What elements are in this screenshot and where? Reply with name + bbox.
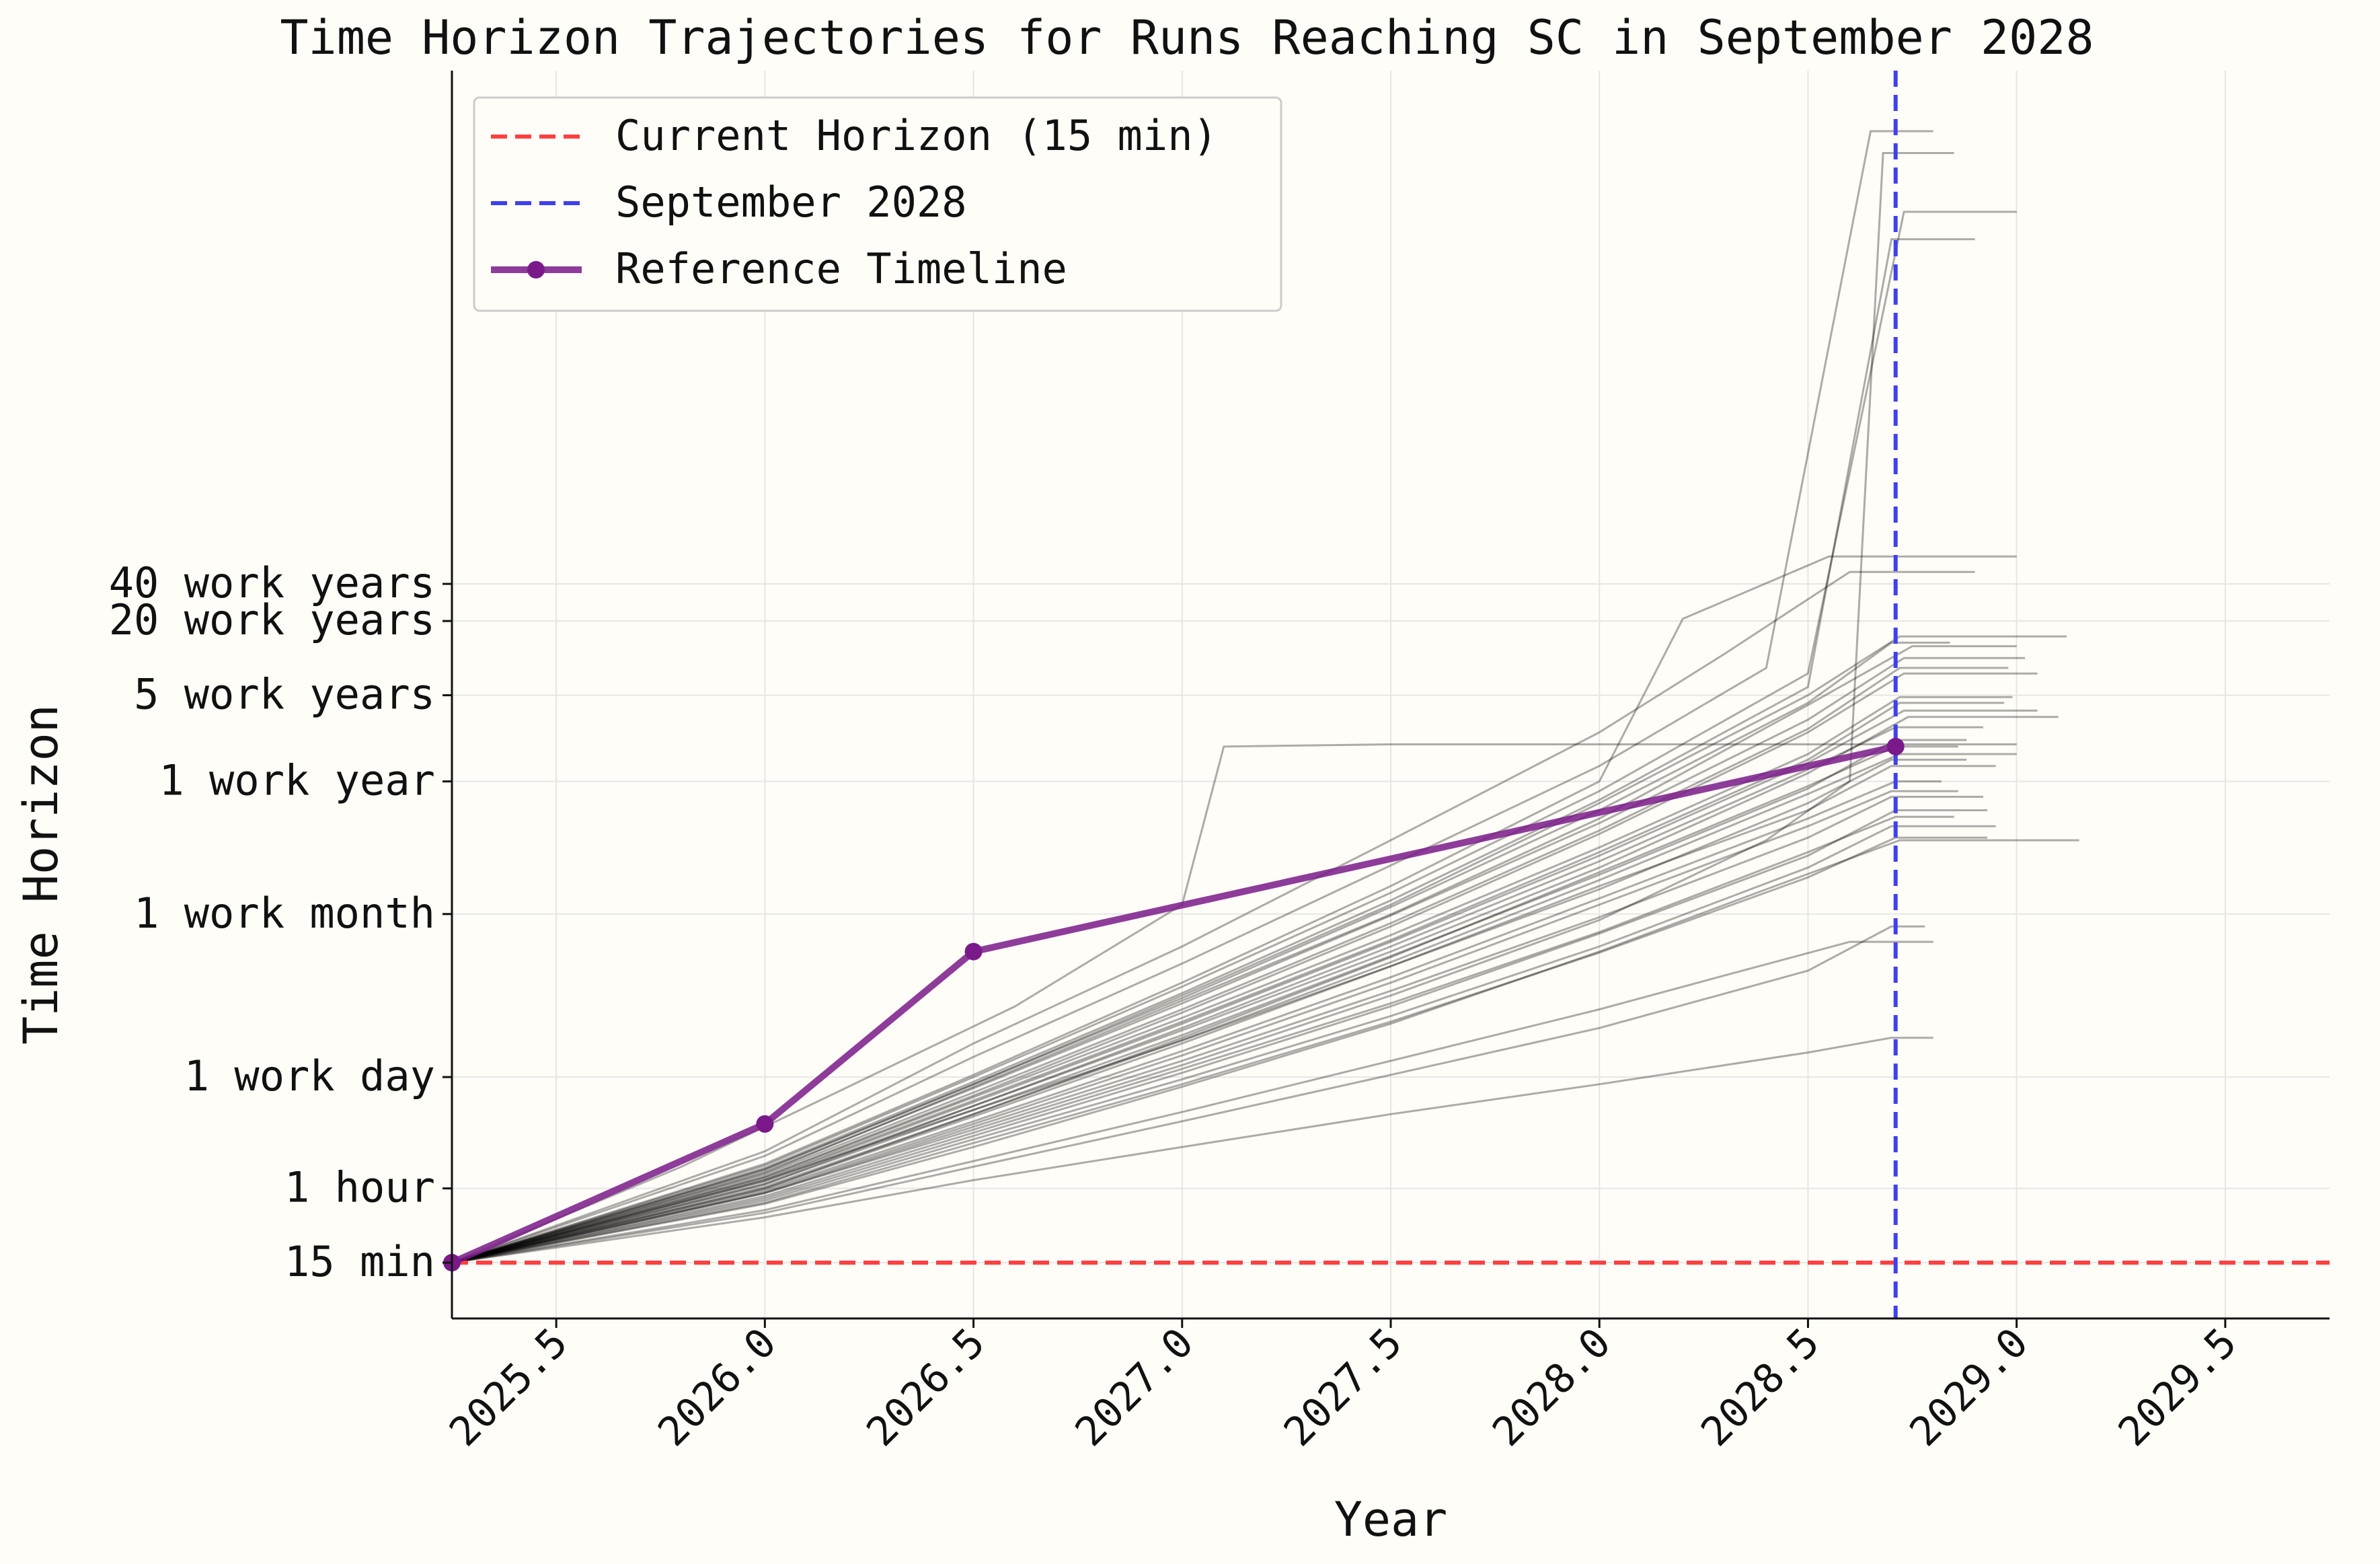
trajectory-line [451, 696, 2013, 1264]
y-tick-label: 1 hour [284, 1163, 435, 1212]
trajectory-line [451, 641, 1950, 1264]
legend-label-september-2028: September 2028 [615, 178, 967, 227]
reference-lines [452, 71, 2330, 1318]
trajectory-line [451, 570, 1975, 1264]
trajectory-line [451, 765, 1996, 1264]
y-tick-label: 15 min [284, 1237, 435, 1286]
legend-marker-reference-timeline [527, 261, 545, 278]
trajectory-line [451, 839, 2079, 1264]
trajectory-line [451, 152, 1954, 1264]
legend-label-current-horizon: Current Horizon (15 min) [615, 111, 1218, 160]
trajectory-line [451, 753, 2017, 1264]
trajectory-line [451, 940, 1933, 1264]
trajectory-line [451, 672, 2038, 1264]
y-axis-label: Time Horizon [13, 704, 69, 1045]
reference-timeline-line [450, 743, 1896, 1266]
y-tick-label: 20 work years [109, 595, 435, 644]
trajectory-line [451, 635, 2067, 1264]
y-tick-label: 1 work year [159, 756, 435, 805]
trajectory-line [451, 667, 2009, 1264]
trajectory-line [451, 702, 2005, 1264]
trajectory-line [451, 780, 1942, 1264]
legend-box [473, 96, 1282, 312]
y-tick-label: 1 work month [134, 889, 435, 938]
trajectory-line [451, 790, 1958, 1264]
y-tick-label: 1 work day [184, 1051, 435, 1101]
trajectory-line [451, 726, 1983, 1264]
legend-label-reference-timeline: Reference Timeline [615, 244, 1067, 293]
trajectory-lines [451, 130, 2079, 1264]
trajectory-line [451, 709, 2038, 1264]
trajectory-line [451, 796, 1983, 1264]
trajectory-line [451, 555, 2017, 1264]
y-tick-label: 40 work years [109, 558, 435, 607]
trajectory-line [451, 645, 2017, 1264]
trajectory-line [451, 657, 2026, 1264]
chart-title: Time Horizon Trajectories for Runs Reach… [280, 10, 2094, 65]
y-axis-ticks: 15 min 1 hour 1 work day 1 work month 1 work… [109, 558, 452, 1286]
x-axis-label: Year [1334, 1492, 1448, 1547]
trajectory-line [451, 815, 1954, 1264]
trajectory-line [451, 1037, 1933, 1264]
y-tick-label: 5 work years [134, 670, 435, 719]
trajectory-line [451, 809, 1988, 1264]
reference-timeline-point [756, 1115, 774, 1133]
trajectory-line [451, 825, 1996, 1264]
trajectory-line [451, 238, 1975, 1264]
reference-timeline-point [1886, 737, 1905, 755]
trajectory-line [451, 130, 1933, 1264]
reference-timeline [443, 737, 1905, 1271]
trajectory-line [451, 758, 1967, 1264]
trajectory-line [451, 925, 1925, 1264]
reference-timeline-point [964, 942, 983, 961]
trajectory-line [451, 716, 2059, 1264]
legend: Current Horizon (15 min) September 2028 … [473, 96, 1282, 312]
trajectory-line [451, 211, 2017, 1264]
trajectory-line [451, 745, 1958, 1264]
trajectory-line [451, 836, 1988, 1264]
